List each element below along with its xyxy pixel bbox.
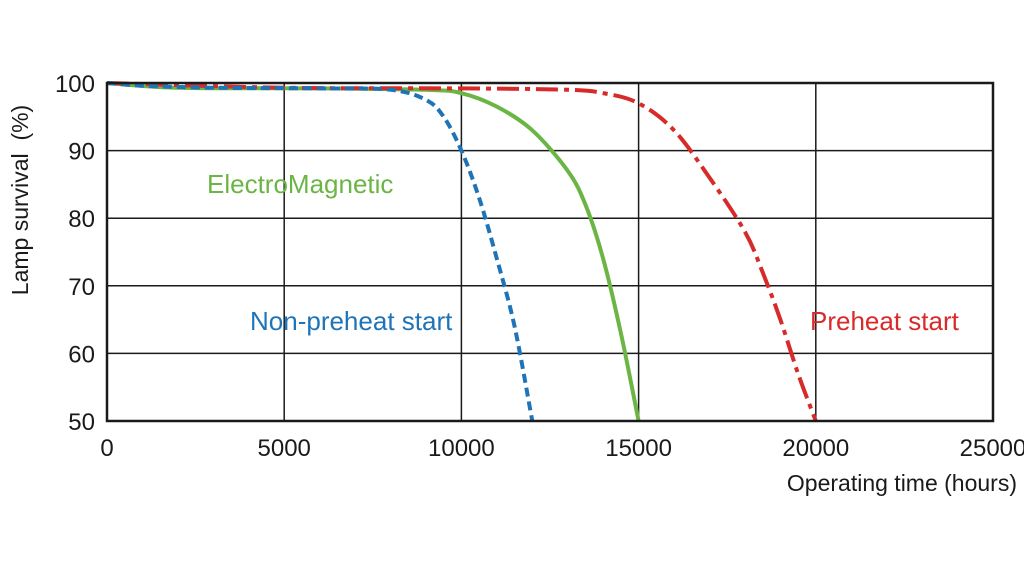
x-tick-label: 20000 [782,435,849,462]
plot-frame [105,81,995,423]
x-tick-label: 10000 [428,435,495,462]
series-lines [106,81,818,422]
y-tick-label: 70 [68,274,95,301]
grid [106,82,994,422]
y-tick-label: 50 [68,409,95,436]
x-tick-label: 5000 [258,435,311,462]
series-label-electromagnetic: ElectroMagnetic [207,169,393,199]
y-tick-label: 60 [68,341,95,368]
series-label-non-preheat-start: Non-preheat start [250,306,453,336]
x-tick-labels: 0 5000 10000 15000 20000 25000 [100,435,1024,462]
series-label-preheat-start: Preheat start [810,306,960,336]
y-tick-labels: 50 60 70 80 90 100 [55,71,95,436]
series-line-non-preheat-start [106,81,535,422]
y-axis-title: Lamp survival (%) [7,105,33,295]
y-tick-label: 90 [68,139,95,166]
series-line-electromagnetic [106,81,641,422]
x-tick-label: 0 [100,435,113,462]
x-tick-label: 15000 [605,435,672,462]
y-tick-label: 100 [55,71,95,98]
y-tick-label: 80 [68,206,95,233]
x-axis-title: Operating time (hours) [787,470,1017,496]
x-tick-label: 25000 [960,435,1024,462]
